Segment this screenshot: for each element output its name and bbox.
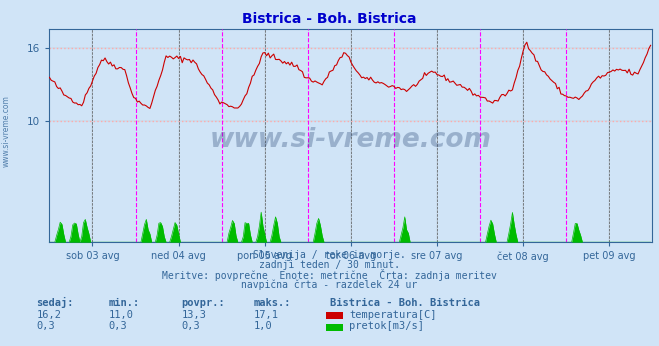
Text: 0,3: 0,3 (109, 321, 127, 331)
Text: sedaj:: sedaj: (36, 297, 74, 308)
Text: www.si-vreme.com: www.si-vreme.com (210, 127, 492, 153)
Text: zadnji teden / 30 minut.: zadnji teden / 30 minut. (259, 260, 400, 270)
Text: 11,0: 11,0 (109, 310, 134, 320)
Text: 17,1: 17,1 (254, 310, 279, 320)
Text: Meritve: povprečne  Enote: metrične  Črta: zadnja meritev: Meritve: povprečne Enote: metrične Črta:… (162, 268, 497, 281)
Text: 0,3: 0,3 (181, 321, 200, 331)
Text: povpr.:: povpr.: (181, 298, 225, 308)
Text: temperatura[C]: temperatura[C] (349, 310, 437, 320)
Text: 0,3: 0,3 (36, 321, 55, 331)
Text: Slovenija / reke in morje.: Slovenija / reke in morje. (253, 250, 406, 260)
Text: 1,0: 1,0 (254, 321, 272, 331)
Text: Bistrica - Boh. Bistrica: Bistrica - Boh. Bistrica (330, 298, 480, 308)
Text: www.si-vreme.com: www.si-vreme.com (2, 95, 11, 167)
Text: 16,2: 16,2 (36, 310, 61, 320)
Text: maks.:: maks.: (254, 298, 291, 308)
Text: pretok[m3/s]: pretok[m3/s] (349, 321, 424, 331)
Text: Bistrica - Boh. Bistrica: Bistrica - Boh. Bistrica (243, 12, 416, 26)
Text: min.:: min.: (109, 298, 140, 308)
Text: navpična črta - razdelek 24 ur: navpična črta - razdelek 24 ur (241, 279, 418, 290)
Text: 13,3: 13,3 (181, 310, 206, 320)
